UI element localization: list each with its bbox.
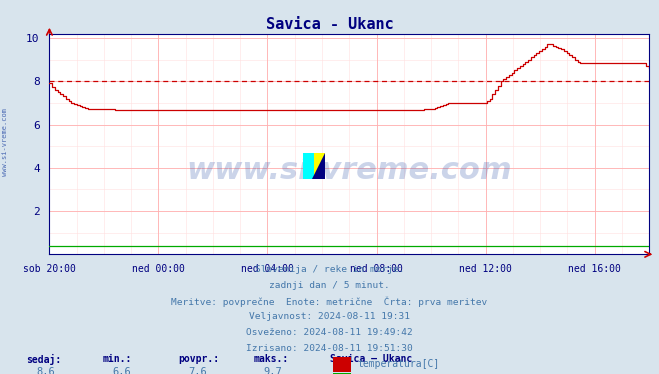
Bar	[333, 373, 351, 374]
Text: www.si-vreme.com: www.si-vreme.com	[186, 156, 512, 185]
Text: 9,7: 9,7	[264, 367, 282, 374]
Text: Savica – Ukanc: Savica – Ukanc	[330, 354, 412, 364]
Text: 7,6: 7,6	[188, 367, 206, 374]
Bar	[333, 357, 351, 372]
Text: Izrisano: 2024-08-11 19:51:30: Izrisano: 2024-08-11 19:51:30	[246, 344, 413, 353]
Bar	[303, 153, 325, 179]
Text: www.si-vreme.com: www.si-vreme.com	[2, 108, 9, 176]
Text: temperatura[C]: temperatura[C]	[358, 359, 440, 369]
Text: povpr.:: povpr.:	[178, 354, 219, 364]
Text: Veljavnost: 2024-08-11 19:31: Veljavnost: 2024-08-11 19:31	[249, 312, 410, 321]
Text: Osveženo: 2024-08-11 19:49:42: Osveženo: 2024-08-11 19:49:42	[246, 328, 413, 337]
Text: zadnji dan / 5 minut.: zadnji dan / 5 minut.	[269, 281, 390, 290]
Bar	[303, 153, 314, 179]
Text: maks.:: maks.:	[254, 354, 289, 364]
Text: Slovenija / reke in morje.: Slovenija / reke in morje.	[255, 265, 404, 274]
Text: min.:: min.:	[102, 354, 132, 364]
Text: 6,6: 6,6	[112, 367, 130, 374]
Text: 8,6: 8,6	[36, 367, 55, 374]
Text: Savica - Ukanc: Savica - Ukanc	[266, 17, 393, 32]
Polygon shape	[312, 153, 325, 179]
Text: sedaj:: sedaj:	[26, 354, 61, 365]
Text: Meritve: povprečne  Enote: metrične  Črta: prva meritev: Meritve: povprečne Enote: metrične Črta:…	[171, 297, 488, 307]
